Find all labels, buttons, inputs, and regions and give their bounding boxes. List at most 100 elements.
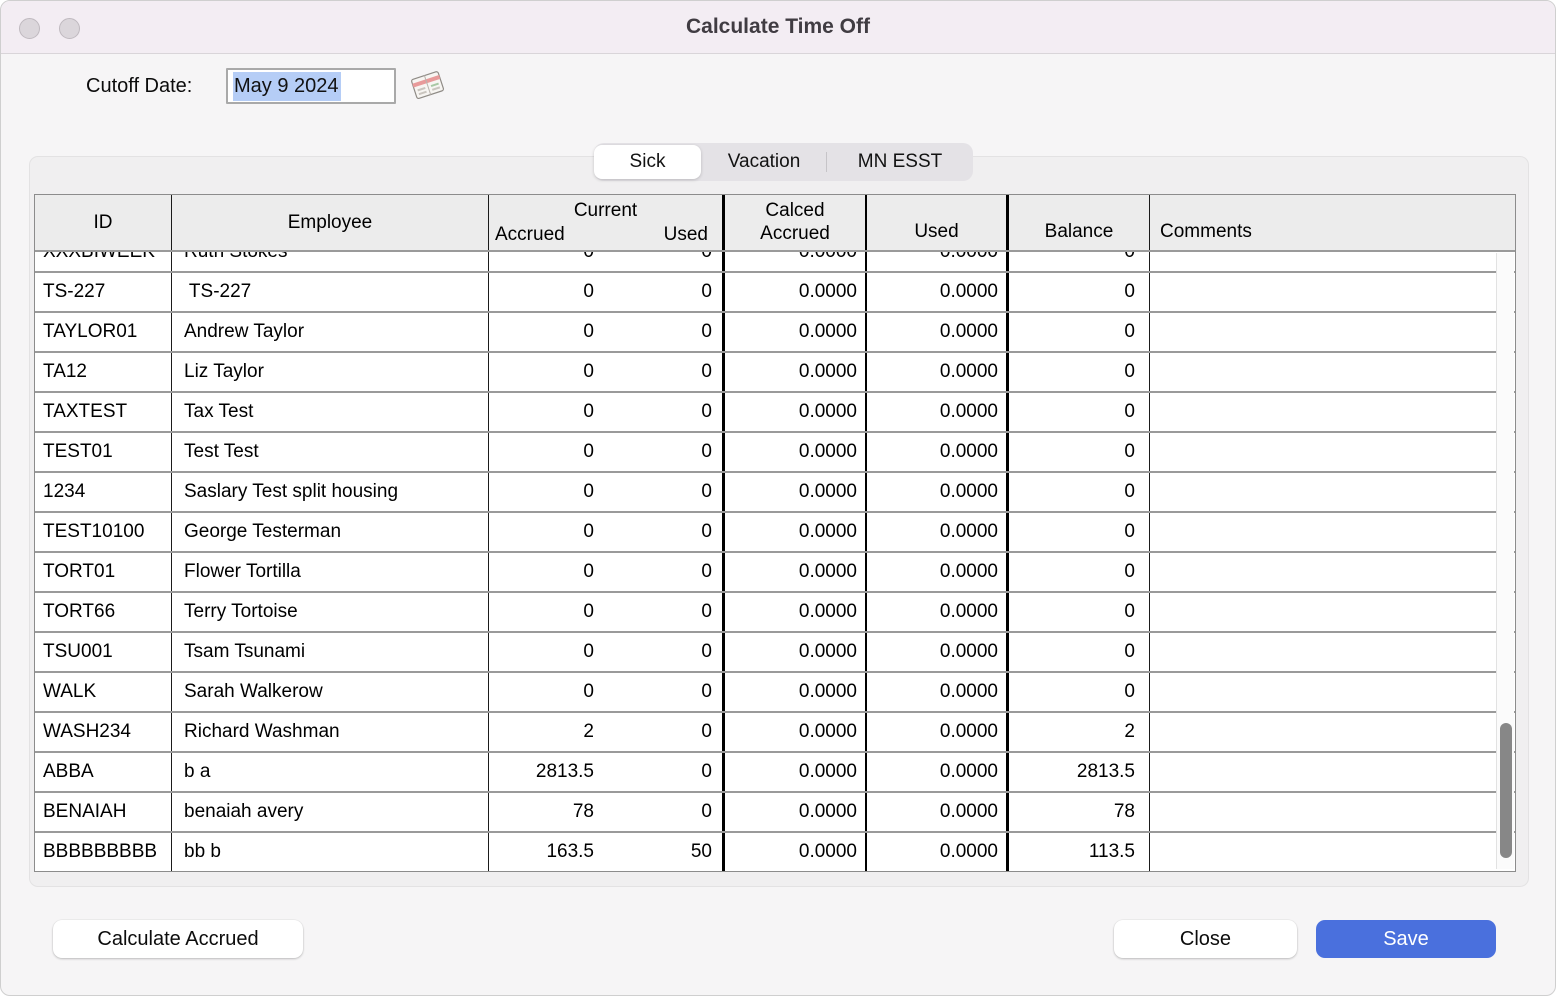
calculate-accrued-button[interactable]: Calculate Accrued <box>53 920 303 958</box>
traffic-lights <box>19 18 80 39</box>
cutoff-date-value: May 9 2024 <box>233 71 341 101</box>
cell-calced-used[interactable]: 0.0000 <box>867 313 1009 351</box>
cell-calced-used[interactable]: 0.0000 <box>867 753 1009 791</box>
cell-calced-accrued[interactable]: 0.0000 <box>725 793 867 831</box>
cell-calced-used[interactable]: 0.0000 <box>867 252 1009 271</box>
cell-employee: bb b <box>172 833 489 871</box>
cell-calced-accrued[interactable]: 0.0000 <box>725 633 867 671</box>
cell-calced-accrued[interactable]: 0.0000 <box>725 252 867 271</box>
calendar-picker-button[interactable] <box>409 67 447 105</box>
titlebar: Calculate Time Off <box>1 1 1555 54</box>
cell-comments[interactable] <box>1150 673 1515 711</box>
cutoff-date-input[interactable]: May 9 2024 <box>226 68 396 104</box>
table-row[interactable]: TA12 Liz Taylor 0 0 0.0000 0.0000 0 <box>35 353 1515 393</box>
cell-balance: 0 <box>1009 553 1150 591</box>
tab-mn-esst-label: MN ESST <box>857 151 943 172</box>
cell-balance: 2 <box>1009 713 1150 751</box>
cell-calced-accrued[interactable]: 0.0000 <box>725 553 867 591</box>
cell-calced-used[interactable]: 0.0000 <box>867 513 1009 551</box>
cell-comments[interactable] <box>1150 753 1515 791</box>
tab-vacation[interactable]: Vacation <box>702 145 826 179</box>
cell-balance: 0 <box>1009 353 1150 391</box>
cell-calced-accrued[interactable]: 0.0000 <box>725 713 867 751</box>
table-row[interactable]: TAXTEST Tax Test 0 0 0.0000 0.0000 0 <box>35 393 1515 433</box>
cell-calced-accrued[interactable]: 0.0000 <box>725 753 867 791</box>
cell-id: BBBBBBBBB <box>35 833 172 871</box>
cell-balance: 0 <box>1009 473 1150 511</box>
cell-comments[interactable] <box>1150 252 1515 271</box>
cell-balance: 0 <box>1009 273 1150 311</box>
close-button[interactable]: Close <box>1114 920 1297 958</box>
cell-calced-accrued[interactable]: 0.0000 <box>725 593 867 631</box>
table-row[interactable]: 1234 Saslary Test split housing 0 0 0.00… <box>35 473 1515 513</box>
cell-id: TA12 <box>35 353 172 391</box>
cell-calced-accrued[interactable]: 0.0000 <box>725 473 867 511</box>
cell-calced-accrued[interactable]: 0.0000 <box>725 393 867 431</box>
cell-calced-accrued[interactable]: 0.0000 <box>725 513 867 551</box>
table-row[interactable]: ABBA b a 2813.5 0 0.0000 0.0000 2813.5 <box>35 753 1515 793</box>
cell-comments[interactable] <box>1150 353 1515 391</box>
table-row[interactable]: TORT01 Flower Tortilla 0 0 0.0000 0.0000… <box>35 553 1515 593</box>
table-row[interactable]: BBBBBBBBB bb b 163.5 50 0.0000 0.0000 11… <box>35 833 1515 871</box>
cell-balance: 78 <box>1009 793 1150 831</box>
cell-calced-used[interactable]: 0.0000 <box>867 393 1009 431</box>
tab-sick[interactable]: Sick <box>594 145 701 179</box>
header-employee: Employee <box>172 195 489 250</box>
cell-comments[interactable] <box>1150 553 1515 591</box>
cell-calced-used[interactable]: 0.0000 <box>867 353 1009 391</box>
close-window-button[interactable] <box>19 18 40 39</box>
table-row[interactable]: WALK Sarah Walkerow 0 0 0.0000 0.0000 0 <box>35 673 1515 713</box>
table-row[interactable]: WASH234 Richard Washman 2 0 0.0000 0.000… <box>35 713 1515 753</box>
cell-calced-accrued[interactable]: 0.0000 <box>725 833 867 871</box>
cell-comments[interactable] <box>1150 633 1515 671</box>
cell-comments[interactable] <box>1150 273 1515 311</box>
cell-current-used: 0 <box>604 713 725 751</box>
cell-comments[interactable] <box>1150 433 1515 471</box>
table-row[interactable]: TS-227 TS-227 0 0 0.0000 0.0000 0 <box>35 273 1515 313</box>
cell-calced-used[interactable]: 0.0000 <box>867 473 1009 511</box>
table-row[interactable]: TORT66 Terry Tortoise 0 0 0.0000 0.0000 … <box>35 593 1515 633</box>
table-row[interactable]: TEST10100 George Testerman 0 0 0.0000 0.… <box>35 513 1515 553</box>
minimize-window-button[interactable] <box>59 18 80 39</box>
cell-comments[interactable] <box>1150 833 1515 871</box>
vertical-scrollbar[interactable] <box>1496 253 1514 869</box>
cell-comments[interactable] <box>1150 313 1515 351</box>
cell-comments[interactable] <box>1150 713 1515 751</box>
scrollbar-thumb[interactable] <box>1500 723 1512 858</box>
cell-calced-accrued[interactable]: 0.0000 <box>725 433 867 471</box>
cell-employee: Flower Tortilla <box>172 553 489 591</box>
cell-calced-used[interactable]: 0.0000 <box>867 793 1009 831</box>
cell-calced-accrued[interactable]: 0.0000 <box>725 353 867 391</box>
cell-comments[interactable] <box>1150 473 1515 511</box>
cell-id: TAYLOR01 <box>35 313 172 351</box>
table-row[interactable]: TAYLOR01 Andrew Taylor 0 0 0.0000 0.0000… <box>35 313 1515 353</box>
cell-comments[interactable] <box>1150 593 1515 631</box>
save-button[interactable]: Save <box>1316 920 1496 958</box>
cell-current-accrued: 0 <box>583 601 594 622</box>
cell-id: ABBA <box>35 753 172 791</box>
cell-calced-used[interactable]: 0.0000 <box>867 553 1009 591</box>
cell-calced-used[interactable]: 0.0000 <box>867 673 1009 711</box>
cell-calced-accrued[interactable]: 0.0000 <box>725 313 867 351</box>
header-current: Current <box>573 200 638 221</box>
cell-employee: Saslary Test split housing <box>172 473 489 511</box>
tab-mn-esst[interactable]: MN ESST <box>827 145 973 179</box>
cell-calced-accrued[interactable]: 0.0000 <box>725 273 867 311</box>
cell-calced-used[interactable]: 0.0000 <box>867 433 1009 471</box>
tab-sick-label: Sick <box>629 151 666 172</box>
cell-calced-used[interactable]: 0.0000 <box>867 633 1009 671</box>
cell-calced-used[interactable]: 0.0000 <box>867 273 1009 311</box>
cutoff-date-label: Cutoff Date: <box>86 75 193 97</box>
employee-timeoff-table: ID Employee Current Accrued Used Calced … <box>34 194 1516 872</box>
table-row[interactable]: XXXBIWEEK Ruth Stokes 0 0 0.0000 0.0000 … <box>35 252 1515 273</box>
table-row[interactable]: TSU001 Tsam Tsunami 0 0 0.0000 0.0000 0 <box>35 633 1515 673</box>
cell-comments[interactable] <box>1150 793 1515 831</box>
cell-comments[interactable] <box>1150 393 1515 431</box>
cell-comments[interactable] <box>1150 513 1515 551</box>
cell-calced-used[interactable]: 0.0000 <box>867 713 1009 751</box>
cell-calced-accrued[interactable]: 0.0000 <box>725 673 867 711</box>
cell-calced-used[interactable]: 0.0000 <box>867 833 1009 871</box>
table-row[interactable]: BENAIAH benaiah avery 78 0 0.0000 0.0000… <box>35 793 1515 833</box>
table-row[interactable]: TEST01 Test Test 0 0 0.0000 0.0000 0 <box>35 433 1515 473</box>
cell-calced-used[interactable]: 0.0000 <box>867 593 1009 631</box>
